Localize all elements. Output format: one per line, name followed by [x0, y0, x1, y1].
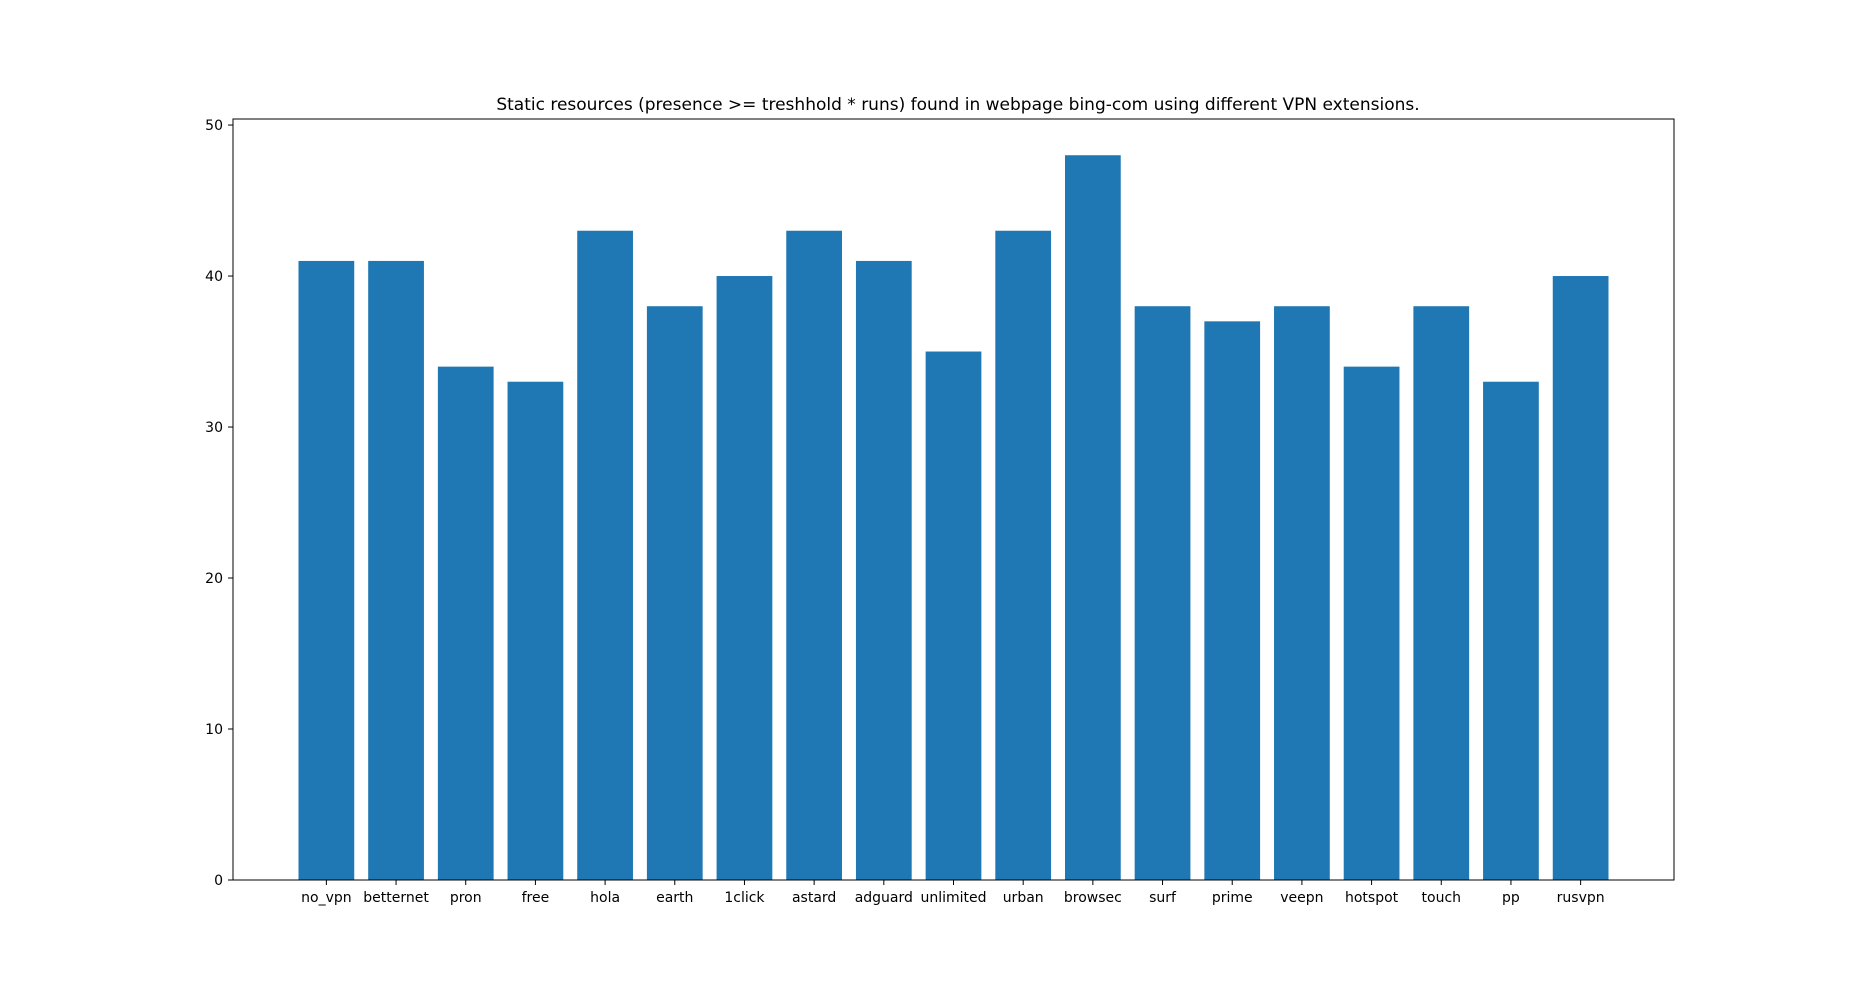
bar-browsec	[1064, 155, 1121, 880]
y-tick-label: 40	[205, 269, 223, 285]
bar-hola	[577, 230, 633, 880]
bar-no_vpn	[298, 260, 355, 881]
chart-title: Static resources (presence >= treshhold …	[496, 95, 1419, 115]
bar-unlimited	[925, 351, 982, 880]
x-tick-label: surf	[1149, 890, 1177, 906]
x-tick-label: unlimited	[920, 890, 986, 906]
bar-pp	[1483, 381, 1539, 880]
bar-touch	[1413, 306, 1470, 880]
x-tick-label: veepn	[1280, 890, 1323, 906]
bar-surf	[1134, 306, 1191, 880]
x-tick-label: touch	[1422, 890, 1462, 906]
plot-frame	[232, 118, 1675, 881]
x-tick-label: hotspot	[1345, 890, 1399, 906]
x-tick-label: free	[522, 890, 550, 906]
bar-urban	[995, 230, 1052, 880]
x-tick-label: pron	[450, 890, 482, 906]
bar-betternet	[368, 260, 424, 881]
bars-group	[298, 155, 1609, 881]
bar-rusvpn	[1552, 276, 1609, 880]
x-tick-label: adguard	[855, 890, 913, 906]
y-tick-label: 20	[205, 571, 223, 587]
x-tick-label: betternet	[363, 890, 429, 906]
x-axis: no_vpn betternet pron free hola earth 1click as…	[301, 880, 1605, 906]
bar-earth	[646, 306, 703, 880]
bar-prime	[1204, 321, 1261, 881]
x-tick-label: pp	[1502, 890, 1520, 906]
x-tick-label: urban	[1003, 890, 1044, 906]
bar-veepn	[1274, 306, 1330, 880]
x-tick-label: rusvpn	[1557, 890, 1605, 906]
x-tick-label: browsec	[1064, 890, 1122, 906]
bar-free	[507, 381, 564, 880]
x-tick-label: 1click	[724, 890, 765, 906]
x-tick-label: hola	[590, 890, 620, 906]
bar-hotspot	[1343, 366, 1400, 881]
x-tick-label: earth	[656, 890, 693, 906]
x-tick-label: no_vpn	[301, 890, 351, 906]
x-tick-label: prime	[1212, 890, 1253, 906]
bar-pron	[437, 366, 494, 881]
y-tick-label: 50	[205, 118, 223, 134]
y-tick-label: 30	[205, 420, 223, 436]
y-tick-label: 0	[214, 873, 223, 889]
bar-astard	[786, 230, 843, 880]
bar-1click	[716, 276, 773, 880]
y-tick-label: 10	[205, 722, 223, 738]
y-axis: 0 10 20 30 40 50	[205, 118, 233, 889]
x-tick-label: astard	[792, 890, 836, 906]
bar-adguard	[855, 260, 912, 881]
